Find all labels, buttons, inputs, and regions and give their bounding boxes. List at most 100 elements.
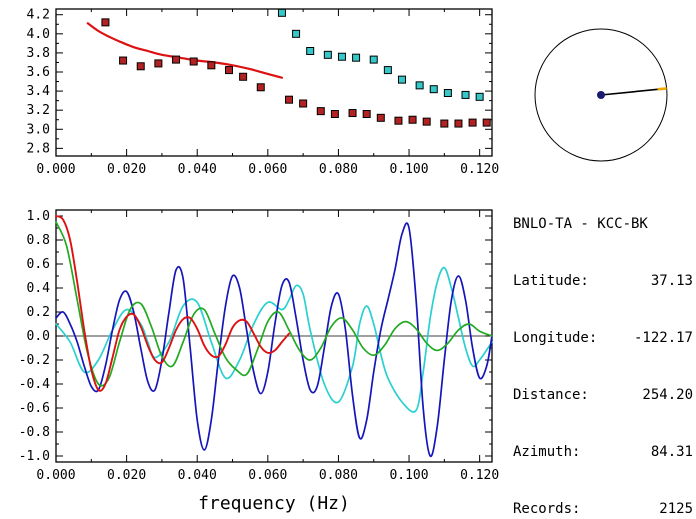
svg-text:-1.0: -1.0	[19, 449, 50, 464]
reference-dispersion-squares	[461, 90, 470, 99]
svg-text:0.020: 0.020	[107, 468, 146, 483]
reference-dispersion-squares	[383, 66, 392, 75]
svg-text:3.4: 3.4	[27, 84, 51, 99]
svg-text:3.2: 3.2	[27, 103, 50, 118]
latitude-label: Latitude:	[513, 273, 589, 289]
records-value: 2125	[659, 501, 693, 517]
svg-text:0.040: 0.040	[178, 468, 217, 483]
svg-text:-0.6: -0.6	[19, 401, 50, 416]
svg-text:-0.2: -0.2	[19, 353, 50, 368]
info-row-latitude: Latitude: 37.13	[513, 272, 693, 291]
measured-dispersion-squares	[316, 107, 325, 116]
info-row-azimuth: Azimuth: 84.31	[513, 443, 693, 462]
svg-text:0.2: 0.2	[27, 305, 50, 320]
station-pair-title: BNLO-TA - KCC-BK	[513, 216, 648, 232]
measured-dispersion-squares	[154, 59, 163, 68]
svg-text:3.0: 3.0	[27, 122, 50, 137]
azimuth-plot	[534, 28, 668, 162]
svg-text:0.020: 0.020	[107, 162, 146, 177]
svg-text:0.6: 0.6	[27, 257, 50, 272]
measured-dispersion-squares	[394, 116, 403, 125]
waveform-green	[55, 221, 493, 387]
svg-text:0.120: 0.120	[460, 162, 499, 177]
reference-dispersion-squares	[415, 81, 424, 90]
svg-text:frequency (Hz): frequency (Hz)	[198, 493, 350, 514]
azimuth-line	[600, 88, 658, 96]
svg-text:0.000: 0.000	[36, 468, 75, 483]
svg-text:0.040: 0.040	[178, 162, 217, 177]
svg-text:0.4: 0.4	[27, 281, 51, 296]
svg-text:0.060: 0.060	[248, 162, 287, 177]
latitude-value: 37.13	[650, 273, 693, 289]
distance-value: 254.20	[642, 387, 693, 403]
svg-text:2.8: 2.8	[27, 141, 50, 156]
reference-dispersion-squares	[323, 50, 332, 59]
svg-text:3.6: 3.6	[27, 65, 50, 80]
measured-dispersion-squares	[285, 95, 294, 104]
reference-dispersion-squares	[429, 85, 438, 94]
distance-label: Distance:	[513, 387, 589, 403]
info-row-longitude: Longitude: -122.17	[513, 329, 693, 348]
svg-text:0.100: 0.100	[389, 468, 428, 483]
svg-text:0.080: 0.080	[319, 468, 358, 483]
reference-dispersion-squares	[443, 89, 452, 97]
svg-text:0.060: 0.060	[248, 468, 287, 483]
measured-dispersion-squares	[348, 109, 357, 118]
reference-dispersion-squares	[292, 29, 301, 38]
measured-dispersion-squares	[408, 115, 417, 124]
dispersion-plot[interactable]: 0.000 0.020 0.040 0.060 0.080 0.100 0.120 2.8 3.…	[0, 0, 510, 183]
svg-text:-0.4: -0.4	[19, 377, 50, 392]
azimuth-label: Azimuth:	[513, 444, 581, 460]
station-center-dot	[597, 91, 605, 99]
svg-text:-0.8: -0.8	[19, 425, 50, 440]
measured-dispersion-squares	[224, 66, 233, 75]
measured-dispersion-squares	[362, 110, 371, 118]
measured-dispersion-squares	[172, 55, 181, 64]
info-row-distance: Distance: 254.20	[513, 386, 693, 405]
svg-text:0.000: 0.000	[36, 162, 75, 177]
reference-dispersion-squares	[306, 47, 315, 55]
measured-dispersion-squares	[256, 83, 265, 92]
svg-text:3.8: 3.8	[27, 46, 50, 61]
measured-dispersion-squares	[330, 110, 339, 118]
svg-text:0.080: 0.080	[319, 162, 358, 177]
measured-dispersion-squares	[422, 117, 431, 126]
svg-text:0.0: 0.0	[27, 329, 50, 344]
records-label: Records:	[513, 501, 581, 517]
azimuth-value: 84.31	[650, 444, 693, 460]
svg-text:4.0: 4.0	[27, 27, 50, 42]
svg-text:0.100: 0.100	[389, 162, 428, 177]
reference-dispersion-squares	[369, 55, 378, 64]
svg-text:1.0: 1.0	[27, 209, 50, 224]
azimuth-line-tip	[657, 87, 667, 91]
waveform-cyan	[55, 266, 493, 413]
measured-dispersion-squares	[440, 119, 449, 128]
measured-dispersion-squares	[207, 61, 216, 70]
waveform-plot[interactable]: 0.000 0.020 0.040 0.060 0.080 0.100 0.120 -1.0 -…	[0, 183, 510, 519]
svg-text:0.120: 0.120	[460, 468, 499, 483]
reference-dispersion-squares	[277, 8, 286, 17]
reference-dispersion-squares	[397, 75, 406, 84]
azimuth-circle	[534, 28, 668, 162]
reference-dispersion-squares	[337, 52, 346, 61]
waveform-blue	[55, 222, 493, 458]
info-row-records: Records: 2125	[513, 500, 693, 519]
longitude-label: Longitude:	[513, 330, 598, 346]
svg-text:4.2: 4.2	[27, 8, 50, 23]
measured-dispersion-squares	[376, 113, 385, 122]
longitude-value: -122.17	[633, 330, 693, 346]
reference-dispersion-squares	[475, 92, 484, 101]
measured-dispersion-squares	[299, 99, 308, 108]
waveform-red	[55, 215, 290, 392]
station-info-panel: BNLO-TA - KCC-BK Latitude: 37.13 Longitu…	[513, 177, 693, 519]
measured-dispersion-squares	[101, 18, 110, 27]
measured-dispersion-squares	[454, 119, 463, 128]
measured-dispersion-squares	[119, 56, 128, 65]
reference-dispersion-squares	[352, 53, 361, 62]
measured-dispersion-squares	[482, 118, 491, 127]
svg-text:0.8: 0.8	[27, 233, 50, 248]
measured-dispersion-squares	[189, 57, 198, 66]
measured-dispersion-squares	[468, 118, 477, 127]
measured-dispersion-squares	[136, 62, 145, 71]
